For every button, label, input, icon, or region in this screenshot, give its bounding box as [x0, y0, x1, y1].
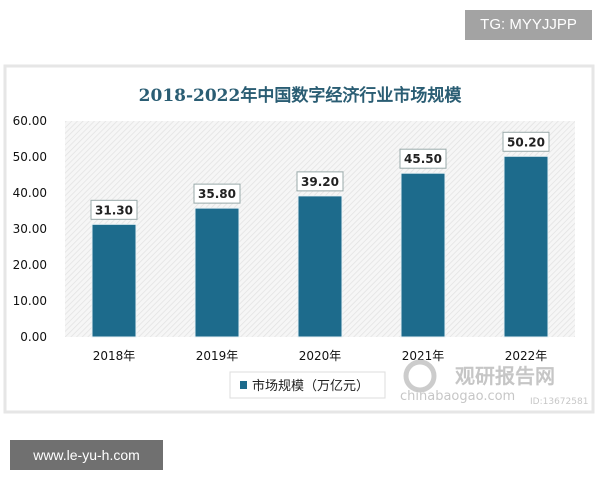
x-tick-label: 2020年 — [299, 349, 342, 363]
x-tick-label: 2022年 — [505, 349, 548, 363]
source-id: ID:13672581 — [530, 397, 588, 407]
y-tick-label: 10.00 — [13, 294, 47, 308]
x-tick-label: 2021年 — [402, 349, 445, 363]
watermark-tg: TG: MYYJJPP — [465, 10, 592, 40]
bar — [400, 172, 446, 338]
source-brand: 观研报告网 — [455, 364, 555, 388]
legend-swatch — [240, 381, 247, 389]
legend: 市场规模（万亿元） — [229, 371, 386, 399]
bar — [194, 207, 240, 338]
y-tick-label: 30.00 — [13, 222, 47, 236]
data-label: 50.20 — [507, 135, 545, 149]
data-label: 35.80 — [198, 187, 236, 201]
legend-label: 市场规模（万亿元） — [252, 378, 369, 394]
y-tick-label: 60.00 — [13, 114, 47, 128]
bar — [91, 223, 137, 338]
source-logo-icon — [403, 359, 437, 393]
y-tick-label: 0.00 — [20, 330, 47, 344]
y-tick-label: 40.00 — [13, 186, 47, 200]
source-watermark: 观研报告网 chinabaogao.com ID:13672581 — [400, 359, 588, 407]
data-label-box — [502, 131, 550, 152]
data-label-box — [399, 148, 447, 169]
chart-title: 2018-2022年中国数字经济行业市场规模 — [139, 85, 463, 106]
x-tick-label: 2019年 — [196, 349, 239, 363]
y-tick-label: 50.00 — [13, 150, 47, 164]
data-label-box — [296, 171, 344, 192]
x-tick-label: 2018年 — [93, 349, 136, 363]
data-label: 39.20 — [301, 175, 339, 189]
y-tick-label: 20.00 — [13, 258, 47, 272]
watermark-site: www.le-yu-h.com — [10, 440, 163, 470]
bar — [503, 155, 549, 338]
data-label-box — [193, 183, 241, 204]
bar — [297, 195, 343, 338]
source-site: chinabaogao.com — [400, 389, 515, 404]
data-label: 31.30 — [95, 203, 133, 217]
data-label: 45.50 — [404, 152, 442, 166]
data-label-box — [90, 199, 138, 220]
